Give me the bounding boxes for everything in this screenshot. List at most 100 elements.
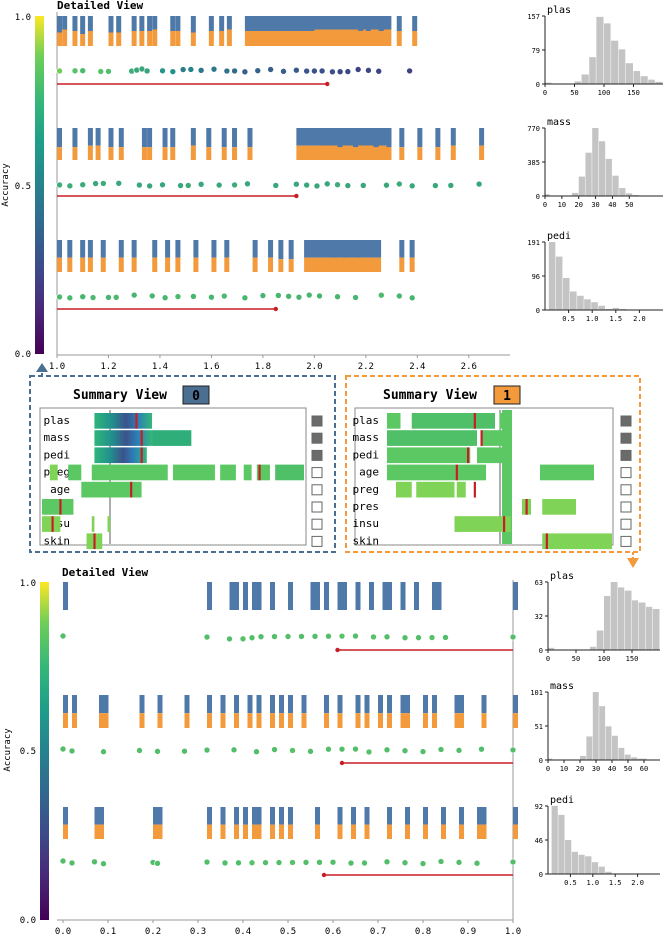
top-point	[130, 291, 138, 299]
bottom-bar-class1	[157, 824, 163, 839]
summary-0-feature-label: plas	[44, 414, 71, 427]
top-point	[475, 180, 483, 188]
bottom-bar-class1	[243, 582, 248, 610]
summary-0-feature-checkbox[interactable]	[311, 484, 323, 496]
top-bar-class0	[352, 128, 358, 148]
bottom-bar-class1	[252, 582, 257, 610]
summary-1-feature-row: pres	[353, 499, 632, 515]
summary-0-feature-segment	[91, 516, 95, 532]
summary-0-feature-checkbox[interactable]	[311, 518, 323, 530]
top-point	[231, 67, 238, 75]
top-bar-class0	[131, 240, 137, 258]
summary-0-split-marker	[130, 481, 133, 498]
top-point	[184, 182, 192, 189]
bottom-bar-class1	[279, 713, 284, 728]
summary-1-feature-checkbox[interactable]	[620, 449, 632, 461]
summary-1-split-marker	[503, 516, 506, 532]
bottom-point	[352, 632, 359, 640]
top-hist-bar	[619, 308, 627, 310]
summary-0-feature-checkbox[interactable]	[311, 415, 323, 427]
top-bar-class0	[72, 16, 78, 31]
bottom-bar-class1	[400, 582, 406, 610]
top-bar-class0	[57, 128, 62, 148]
top-bar-class1	[304, 257, 382, 272]
bottom-point	[437, 858, 445, 865]
bottom-point	[311, 633, 319, 640]
top-bar-class0	[219, 16, 225, 31]
summary-0-feature-checkbox[interactable]	[311, 501, 323, 513]
bottom-bar-class1	[387, 582, 392, 610]
top-point	[177, 182, 184, 189]
top-hist-bar	[648, 79, 655, 84]
bottom-point	[68, 859, 76, 867]
top-bar-class0	[72, 128, 78, 148]
top-bar-class1	[332, 257, 338, 272]
top-bar-class1	[95, 145, 101, 160]
bottom-bar-class1	[310, 582, 316, 610]
top-bar-class1	[87, 145, 93, 160]
top-point	[143, 67, 151, 75]
top-point	[336, 68, 344, 75]
bottom-rows	[59, 582, 518, 878]
top-point	[396, 180, 403, 188]
bottom-x-tick-label: 0.4	[235, 927, 251, 935]
summary-1-feature-checkbox[interactable]	[620, 501, 632, 513]
top-point	[408, 182, 416, 190]
top-x-tick-label: 1.0	[49, 362, 65, 372]
bottom-hist-x-label: 2.0	[631, 879, 644, 887]
top-hist-bar	[571, 192, 579, 196]
top-bar-class0	[358, 16, 364, 31]
summary-1-feature-checkbox[interactable]	[620, 484, 632, 496]
bottom-bar-class0	[351, 807, 356, 825]
summary-0-feature-checkbox[interactable]	[311, 449, 323, 461]
summary-1-feature-checkbox[interactable]	[620, 432, 632, 444]
bottom-bar-class1	[103, 713, 109, 728]
bottom-point	[401, 634, 409, 642]
top-hist-y-label: 770	[527, 125, 540, 133]
summary-1-feature-checkbox[interactable]	[620, 415, 632, 427]
top-bar-class0	[147, 16, 153, 31]
top-point	[378, 291, 385, 299]
top-bar-class0	[108, 16, 114, 33]
summary-1-feature-checkbox[interactable]	[620, 518, 632, 530]
top-bar-class0	[116, 16, 122, 33]
bottom-row	[59, 582, 518, 653]
top-bar-class0	[147, 128, 153, 148]
top-bar-class1	[224, 257, 230, 272]
summary-0-feature-checkbox[interactable]	[311, 535, 323, 547]
bottom-bar-class0	[432, 695, 437, 714]
top-bar-class0	[67, 240, 73, 258]
top-bar-class1	[450, 145, 456, 160]
bottom-bar-class1	[63, 824, 68, 839]
bottom-bar-class1	[355, 713, 361, 728]
summary-0-feature-checkbox[interactable]	[311, 467, 323, 479]
bottom-bar-class0	[441, 807, 446, 825]
top-point	[254, 67, 262, 74]
summary-1-feature-segment	[387, 413, 401, 429]
summary-0-feature-checkbox[interactable]	[311, 432, 323, 444]
bottom-bar-class1	[270, 713, 275, 728]
bottom-hist-x-label: 1.0	[586, 879, 599, 887]
top-hist-y-label: 157	[527, 13, 540, 21]
top-point	[406, 67, 413, 75]
bottom-bar-class1	[405, 824, 410, 839]
bottom-point	[383, 858, 391, 866]
top-rows	[56, 16, 485, 312]
top-hist-x-label: 2.0	[633, 315, 646, 323]
top-bar-class0	[268, 240, 274, 258]
bottom-bar-class1	[513, 582, 518, 610]
summary-0-feature-segment	[275, 464, 304, 481]
top-bar-class1	[57, 32, 62, 46]
top-row	[56, 128, 485, 199]
top-point	[169, 68, 177, 75]
bottom-bar-class0	[477, 807, 482, 825]
summary-1-feature-checkbox[interactable]	[620, 467, 632, 479]
bottom-bar-class1	[256, 713, 262, 728]
bottom-bar-class0	[364, 695, 370, 714]
bottom-point	[316, 858, 323, 866]
top-point	[280, 68, 287, 75]
summary-0-split-marker	[59, 499, 62, 515]
summary-1-feature-checkbox[interactable]	[620, 535, 632, 547]
top-bar-class0	[175, 16, 181, 31]
